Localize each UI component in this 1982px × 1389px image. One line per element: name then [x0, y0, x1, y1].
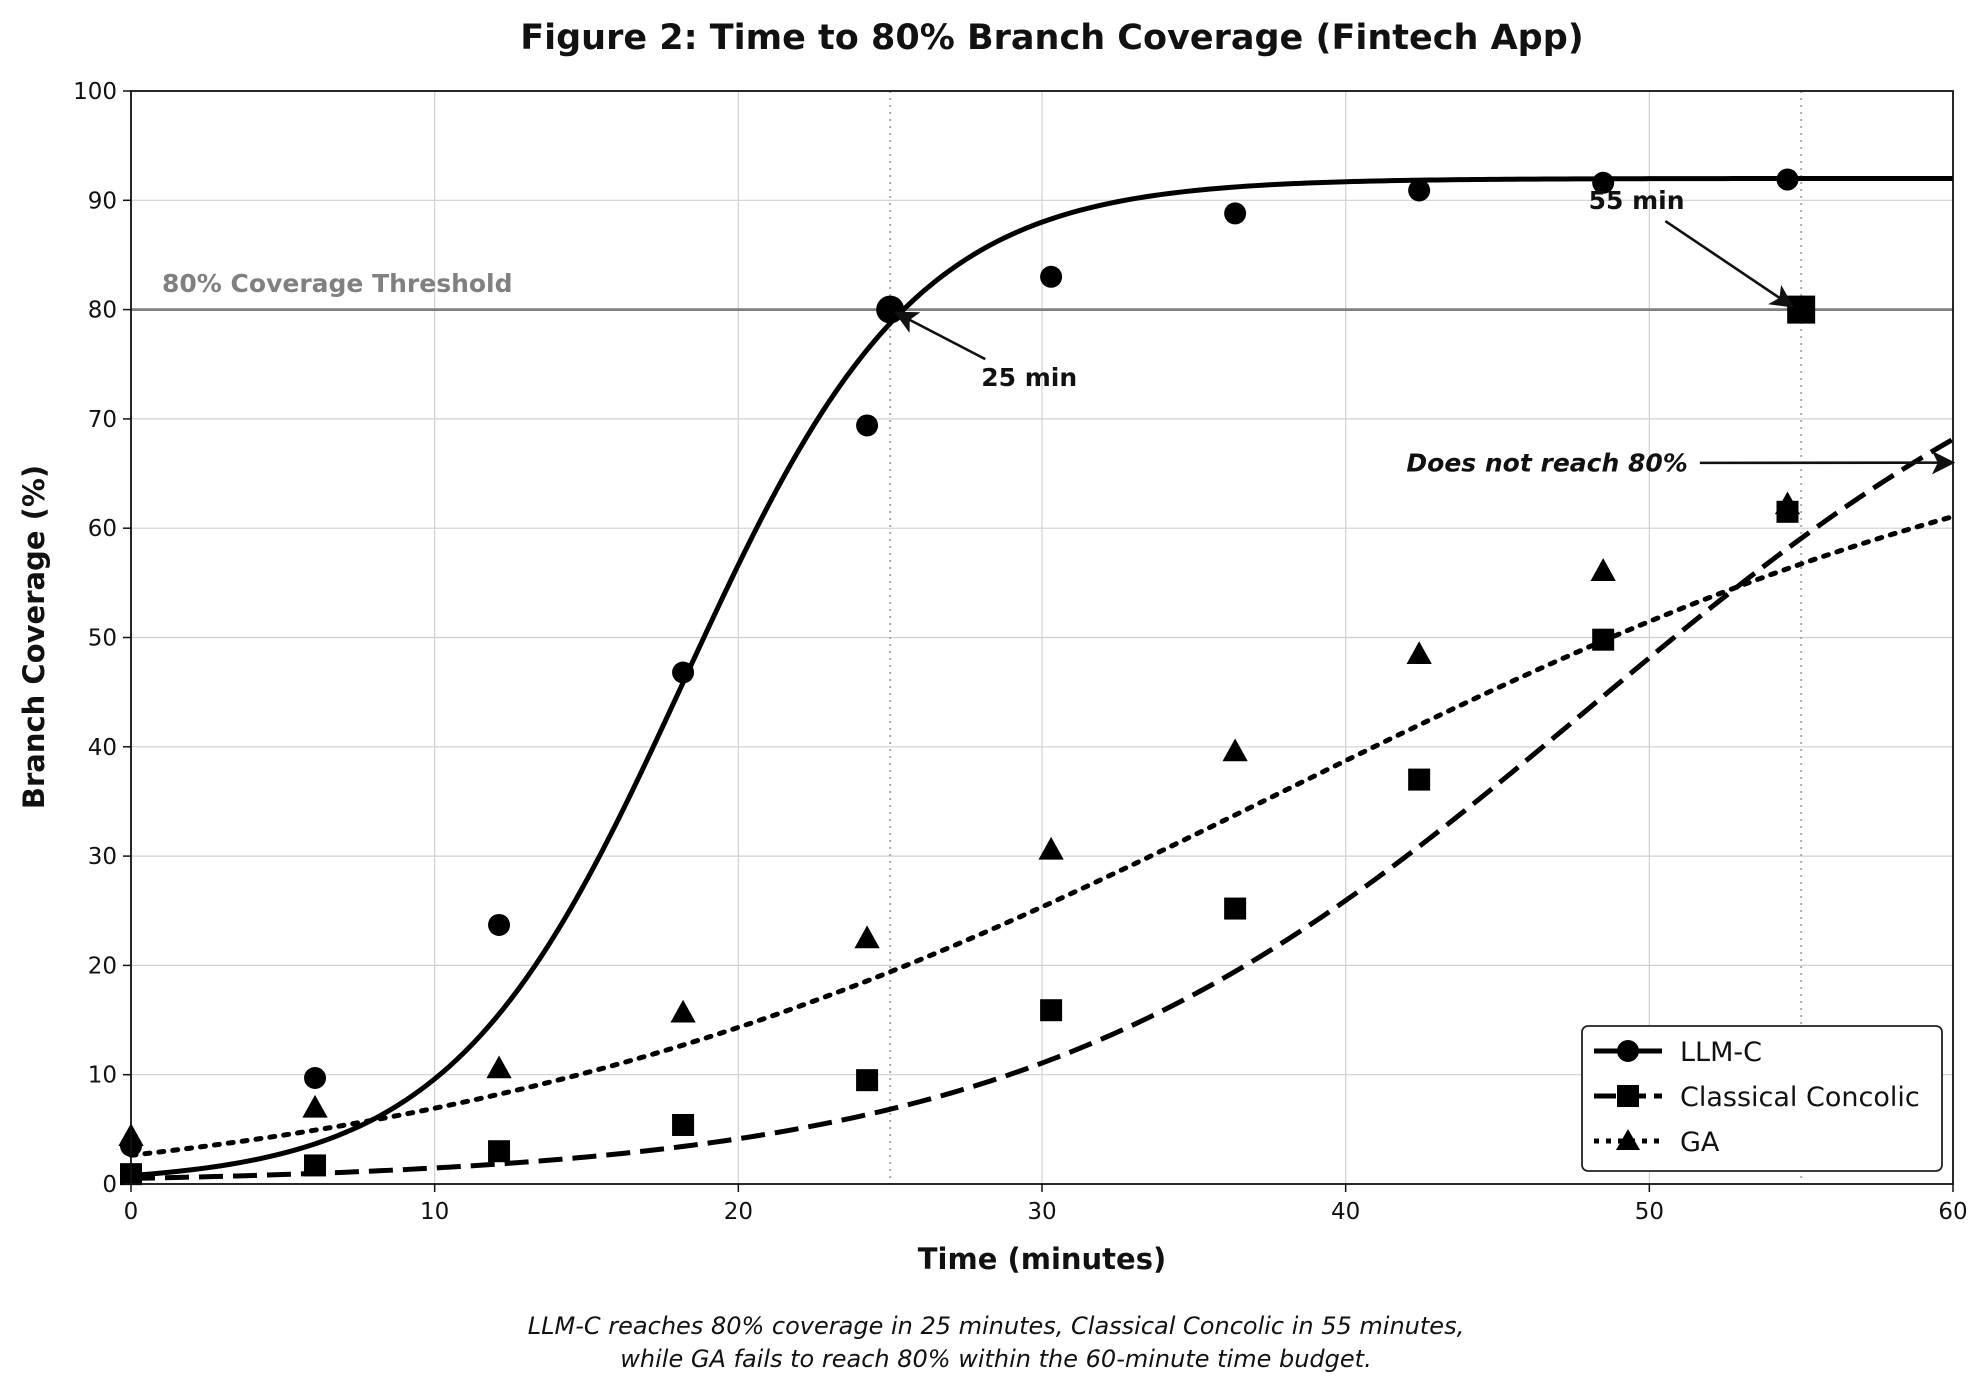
y-tick-label-60: 60 — [88, 516, 117, 542]
series-line-ga — [128, 514, 1956, 1158]
series-line-classical-concolic — [130, 437, 1955, 1181]
x-tick-label-20: 20 — [724, 1199, 753, 1225]
annotations: 25 min 55 min Does not reach 80% — [894, 186, 1956, 477]
y-tick-label-0: 0 — [102, 1172, 117, 1198]
y-tick-label-10: 10 — [88, 1063, 117, 1089]
x-axis-label: Time (minutes) — [918, 1242, 1166, 1276]
data-point-ga-7 — [1406, 641, 1432, 665]
highlight-point-square-55 — [1787, 295, 1816, 324]
data-point-llm-c-7 — [1408, 179, 1431, 202]
data-point-ga-1 — [302, 1094, 328, 1118]
caption-line-2: while GA fails to reach 80% within the 6… — [620, 1345, 1371, 1373]
y-tick-label-50: 50 — [88, 626, 117, 652]
data-point-classical-concolic-1 — [304, 1154, 327, 1177]
data-point-llm-c-3 — [672, 661, 695, 684]
y-tick-label-100: 100 — [73, 79, 117, 105]
caption-line-1: LLM-C reaches 80% coverage in 25 minutes… — [528, 1312, 1464, 1340]
annotation-arrow-25-min — [894, 311, 986, 361]
highlight-point-circle-25 — [876, 295, 905, 324]
x-tick-label-10: 10 — [420, 1199, 449, 1225]
data-point-llm-c-9 — [1776, 168, 1799, 191]
reference-lines — [131, 91, 1953, 1184]
series-lines — [128, 175, 1956, 1181]
series-markers — [118, 168, 1801, 1186]
data-point-classical-concolic-7 — [1408, 768, 1431, 791]
data-point-ga-9 — [1774, 491, 1801, 515]
legend-label-classical-concolic: Classical Concolic — [1680, 1082, 1920, 1113]
annotation-text-55-min: 55 min — [1589, 186, 1685, 215]
x-tick-label-40: 40 — [1331, 1199, 1360, 1225]
legend-label-ga: GA — [1680, 1127, 1720, 1158]
x-tick-label-30: 30 — [1027, 1199, 1056, 1225]
data-point-classical-concolic-5 — [1040, 999, 1063, 1022]
chart-title: Figure 2: Time to 80% Branch Coverage (F… — [520, 18, 1584, 58]
legend-label-llm-c: LLM-C — [1680, 1037, 1762, 1068]
data-point-ga-4 — [854, 925, 880, 949]
y-tick-label-30: 30 — [88, 844, 117, 870]
data-point-ga-3 — [670, 999, 696, 1023]
data-point-llm-c-4 — [856, 414, 879, 437]
data-point-llm-c-1 — [304, 1066, 327, 1089]
y-tick-label-70: 70 — [88, 407, 117, 433]
legend-marker-llm-c — [1617, 1040, 1639, 1062]
x-tick-label-0: 0 — [124, 1199, 139, 1225]
data-point-llm-c-6 — [1224, 202, 1247, 225]
annotation-text-does-not-reach-80: Does not reach 80% — [1406, 448, 1687, 477]
legend-marker-ga — [1616, 1129, 1640, 1150]
data-point-classical-concolic-3 — [672, 1113, 695, 1136]
data-point-classical-concolic-8 — [1592, 628, 1615, 651]
y-tick-label-90: 90 — [88, 188, 117, 214]
data-point-ga-2 — [486, 1055, 512, 1079]
legend-marker-classical-concolic — [1617, 1085, 1639, 1107]
series-line-llm-c — [130, 175, 1953, 1179]
data-point-classical-concolic-4 — [856, 1069, 879, 1092]
data-point-llm-c-5 — [1040, 265, 1063, 288]
legend: LLM-C Classical Concolic GA — [1581, 1025, 1943, 1172]
x-tick-label-50: 50 — [1635, 1199, 1664, 1225]
data-point-llm-c-8 — [1592, 171, 1615, 194]
x-axis-ticks: 0 10 20 30 40 50 60 — [124, 1184, 1968, 1225]
data-point-llm-c-2 — [488, 913, 511, 936]
y-axis-ticks: 0 10 20 30 40 50 60 70 80 90 100 — [73, 79, 131, 1198]
x-tick-label-60: 60 — [1938, 1199, 1967, 1225]
y-axis-label: Branch Coverage (%) — [17, 465, 51, 809]
y-tick-label-20: 20 — [88, 953, 117, 979]
data-point-ga-6 — [1222, 738, 1248, 762]
data-point-classical-concolic-2 — [488, 1140, 511, 1163]
annotation-arrow-55-min — [1664, 219, 1794, 308]
highlight-points — [876, 295, 1816, 324]
data-point-ga-8 — [1590, 558, 1616, 581]
data-point-classical-concolic-6 — [1224, 897, 1247, 920]
y-tick-label-80: 80 — [88, 298, 117, 324]
data-point-ga-5 — [1038, 836, 1064, 860]
annotation-text-25-min: 25 min — [981, 363, 1077, 392]
legend-box — [1581, 1025, 1943, 1172]
y-tick-label-40: 40 — [88, 735, 117, 761]
threshold-label: 80% Coverage Threshold — [162, 269, 513, 298]
